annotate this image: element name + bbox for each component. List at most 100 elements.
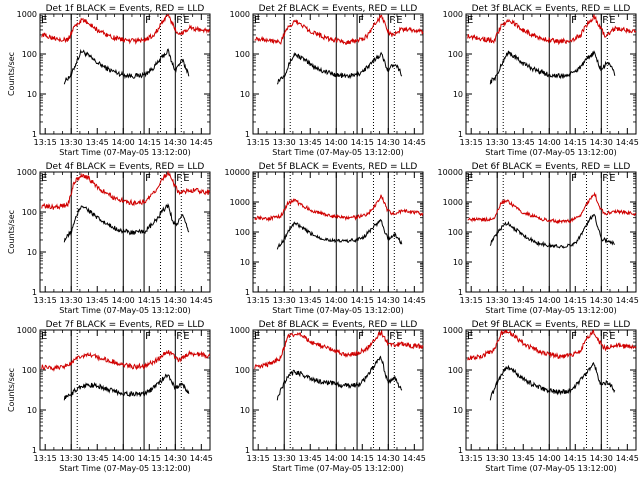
y-tick-label: 100 bbox=[235, 50, 250, 59]
flag-label: F bbox=[145, 331, 151, 342]
x-tick-label: 14:00 bbox=[112, 454, 135, 463]
x-tick-label: 14:00 bbox=[325, 454, 348, 463]
x-tick-label: 14:45 bbox=[403, 454, 426, 463]
lld-series-line bbox=[254, 330, 424, 370]
x-axis-label: Start Time (07-May-05 13:12:00) bbox=[272, 306, 403, 315]
flag-label: E bbox=[183, 15, 189, 26]
y-tick-label: 1000 bbox=[230, 198, 250, 207]
x-tick-label: 13:15 bbox=[34, 138, 57, 147]
x-tick-label: 13:45 bbox=[512, 454, 535, 463]
flag-label: F bbox=[176, 173, 182, 184]
plot-frame bbox=[465, 13, 637, 135]
flag-label: F bbox=[176, 15, 182, 26]
y-tick-label: 1 bbox=[32, 288, 37, 297]
x-tick-label: 13:30 bbox=[60, 454, 83, 463]
x-tick-label: 14:30 bbox=[164, 454, 187, 463]
x-tick-label: 14:15 bbox=[138, 138, 161, 147]
x-tick-label: 14:15 bbox=[564, 138, 587, 147]
x-tick-label: 14:15 bbox=[351, 454, 374, 463]
chart-panel: Det 6f BLACK = Events, RED = LLD 1 10 100 10… bbox=[438, 162, 639, 315]
y-tick-label: 1000 bbox=[17, 10, 37, 19]
flag-label: F bbox=[389, 331, 395, 342]
y-tick-label: 1 bbox=[458, 446, 463, 455]
chart-panel: Det 4f BLACK = Events, RED = LLD 1 10 100 10… bbox=[7, 162, 213, 315]
x-tick-label: 14:45 bbox=[616, 454, 639, 463]
x-tick-label: 14:45 bbox=[616, 296, 639, 305]
x-tick-label: 13:15 bbox=[247, 454, 270, 463]
y-tick-label: 10 bbox=[453, 406, 463, 415]
chart-title: Det 6f BLACK = Events, RED = LLD bbox=[472, 162, 631, 172]
plot-frame bbox=[39, 171, 211, 293]
flag-label: E bbox=[467, 15, 473, 26]
x-tick-label: 13:30 bbox=[60, 296, 83, 305]
x-axis-label: Start Time (07-May-05 13:12:00) bbox=[59, 148, 190, 157]
y-tick-label: 10 bbox=[240, 406, 250, 415]
flag-label: F bbox=[571, 15, 577, 26]
flag-label: F bbox=[571, 331, 577, 342]
x-tick-label: 14:45 bbox=[403, 138, 426, 147]
lld-series-line bbox=[467, 329, 637, 361]
x-tick-label: 14:45 bbox=[616, 138, 639, 147]
y-tick-label: 10 bbox=[240, 90, 250, 99]
y-tick-label: 1000 bbox=[443, 198, 463, 207]
events-series-line bbox=[489, 362, 616, 401]
flag-label: F bbox=[358, 331, 364, 342]
chart-panel: Det 8f BLACK = Events, RED = LLD 1 10 100 10… bbox=[230, 320, 426, 473]
flag-label: E bbox=[254, 331, 260, 342]
x-tick-label: 13:15 bbox=[460, 138, 483, 147]
flag-label: E bbox=[183, 331, 189, 342]
plot-frame bbox=[465, 329, 637, 451]
flag-label: F bbox=[145, 173, 151, 184]
y-tick-label: 1000 bbox=[230, 10, 250, 19]
y-tick-label: 10 bbox=[27, 406, 37, 415]
chart-title: Det 4f BLACK = Events, RED = LLD bbox=[46, 162, 205, 172]
flag-label: F bbox=[389, 15, 395, 26]
y-tick-label: 1 bbox=[32, 446, 37, 455]
chart-panel: Det 5f BLACK = Events, RED = LLD 1 10 100 10… bbox=[225, 162, 426, 315]
x-tick-label: 13:15 bbox=[460, 296, 483, 305]
chart-panel: Det 7f BLACK = Events, RED = LLD 1 10 100 10… bbox=[7, 320, 213, 473]
chart-panel: Det 9f BLACK = Events, RED = LLD 1 10 100 10… bbox=[443, 320, 639, 473]
chart-title: Det 1f BLACK = Events, RED = LLD bbox=[46, 4, 205, 14]
flag-label: E bbox=[41, 15, 47, 26]
flag-label: E bbox=[254, 15, 260, 26]
flag-label: F bbox=[176, 331, 182, 342]
x-tick-label: 14:15 bbox=[564, 454, 587, 463]
y-tick-label: 10 bbox=[453, 90, 463, 99]
chart-title: Det 8f BLACK = Events, RED = LLD bbox=[259, 320, 418, 330]
x-tick-label: 14:15 bbox=[138, 296, 161, 305]
y-tick-label: 1000 bbox=[443, 326, 463, 335]
x-tick-label: 13:30 bbox=[273, 296, 296, 305]
x-tick-label: 13:15 bbox=[247, 296, 270, 305]
chart-title: Det 7f BLACK = Events, RED = LLD bbox=[46, 320, 205, 330]
plot-frame bbox=[39, 13, 211, 135]
x-tick-label: 14:15 bbox=[564, 296, 587, 305]
y-axis-label: Counts/sec bbox=[7, 52, 16, 96]
x-tick-label: 13:30 bbox=[486, 454, 509, 463]
chart-title: Det 5f BLACK = Events, RED = LLD bbox=[259, 162, 418, 172]
events-series-line bbox=[489, 213, 615, 249]
x-tick-label: 13:15 bbox=[34, 454, 57, 463]
y-tick-label: 1 bbox=[245, 446, 250, 455]
chart-panel: Det 2f BLACK = Events, RED = LLD 1 10 100 10… bbox=[230, 4, 426, 157]
flag-label: F bbox=[571, 173, 577, 184]
y-tick-label: 1 bbox=[458, 130, 463, 139]
x-axis-label: Start Time (07-May-05 13:12:00) bbox=[485, 306, 616, 315]
y-tick-label: 100 bbox=[235, 366, 250, 375]
flag-label: E bbox=[467, 331, 473, 342]
flag-label: E bbox=[183, 173, 189, 184]
flag-label: E bbox=[396, 15, 402, 26]
x-axis-label: Start Time (07-May-05 13:12:00) bbox=[272, 464, 403, 473]
x-axis-label: Start Time (07-May-05 13:12:00) bbox=[59, 464, 190, 473]
x-tick-label: 13:15 bbox=[34, 296, 57, 305]
y-tick-label: 10 bbox=[453, 258, 463, 267]
x-tick-label: 14:15 bbox=[351, 138, 374, 147]
y-tick-label: 1 bbox=[245, 288, 250, 297]
x-tick-label: 14:00 bbox=[538, 296, 561, 305]
chart-panel: Det 3f BLACK = Events, RED = LLD 1 10 100 10… bbox=[443, 4, 639, 157]
x-tick-label: 13:15 bbox=[247, 138, 270, 147]
lld-series-line bbox=[41, 170, 211, 210]
x-tick-label: 14:30 bbox=[377, 138, 400, 147]
y-tick-label: 1000 bbox=[443, 10, 463, 19]
